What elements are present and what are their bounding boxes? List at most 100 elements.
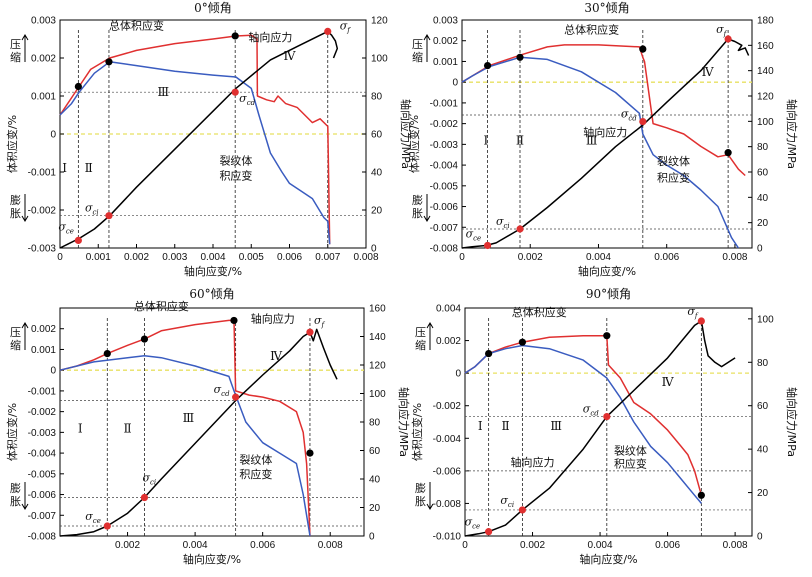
yr-tick-label: 60 xyxy=(757,168,769,179)
yl-tick-label: -0.002 xyxy=(433,401,462,412)
sigma-label: σcd xyxy=(239,92,255,107)
point-marker-red xyxy=(324,27,332,35)
point-marker-red xyxy=(518,506,527,514)
yr-tick-label: 40 xyxy=(369,475,381,486)
point-marker-red xyxy=(483,241,492,250)
yl-tick-label: 0.002 xyxy=(31,54,56,65)
sigma-label: σcd xyxy=(621,108,637,123)
point-marker-red xyxy=(603,412,611,421)
point-marker-black xyxy=(485,350,493,358)
stage-label: Ⅱ xyxy=(501,419,509,433)
x-tick-label: 0.004 xyxy=(200,252,225,263)
series-line-1 xyxy=(59,34,331,245)
x-axis-label: 轴向应变/% xyxy=(579,552,637,566)
yl-tick-label: 0 xyxy=(50,130,56,141)
yl-tick-label: -0.010 xyxy=(433,532,462,543)
point-marker-black xyxy=(230,316,238,325)
point-marker-red xyxy=(232,393,240,401)
yl-tick-label: 0.001 xyxy=(31,92,56,103)
yl-tick-label: 0.004 xyxy=(436,304,461,315)
stage-label: Ⅱ xyxy=(123,421,131,435)
dilate-label: 膨 xyxy=(10,481,21,495)
curve-annotation: 积应变 xyxy=(239,467,272,481)
y-axis-label-left: 体积应变/% xyxy=(407,115,421,173)
yl-tick-label: -0.001 xyxy=(28,168,57,179)
curve-annotation: 轴向应力 xyxy=(248,30,292,44)
x-tick-label: 0.002 xyxy=(520,540,545,551)
yl-tick-label: -0.006 xyxy=(433,466,462,477)
yl-tick-label: -0.007 xyxy=(430,223,459,234)
yl-tick-label: -0.004 xyxy=(28,449,57,460)
yl-tick-label: -0.002 xyxy=(430,119,459,130)
curve-annotation: 裂纹体 xyxy=(614,444,647,458)
compress-arrow-head xyxy=(21,322,29,329)
stage-label: Ⅲ xyxy=(157,85,169,99)
point-marker-black xyxy=(603,332,611,340)
yl-tick-label: -0.006 xyxy=(430,202,459,213)
point-marker-black xyxy=(483,62,492,70)
x-tick-label: 0.004 xyxy=(586,252,611,263)
point-marker-red xyxy=(639,117,647,126)
yr-tick-label: 100 xyxy=(757,117,774,128)
x-axis-label: 轴向应变/% xyxy=(183,552,241,566)
point-marker-red xyxy=(724,35,732,43)
sigma-label: σce xyxy=(58,220,74,235)
point-marker-red xyxy=(231,88,239,96)
panel-title: 90°倾角 xyxy=(586,287,631,301)
point-marker-black xyxy=(231,32,239,40)
yr-tick-label: 40 xyxy=(371,168,383,179)
x-tick-label: 0 xyxy=(462,540,468,551)
dilate-label: 胀 xyxy=(412,207,423,220)
yr-tick-label: 140 xyxy=(757,66,774,77)
dilate-label: 膨 xyxy=(10,193,21,207)
stage-label: Ⅲ xyxy=(586,133,598,147)
sigma-label: σci xyxy=(85,202,99,217)
y-axis-label-right: 轴向应力/MPa xyxy=(785,99,799,169)
sigma-label: σci xyxy=(500,494,514,509)
plot-frame xyxy=(461,19,753,249)
curve-annotation: 积应变 xyxy=(219,169,252,183)
point-marker-red xyxy=(74,236,82,244)
point-marker-black xyxy=(697,491,705,499)
series-line-1 xyxy=(461,44,746,177)
point-marker-red xyxy=(485,528,493,536)
y-axis-label-left: 体积应变/% xyxy=(410,403,424,461)
panel-title: 0°倾角 xyxy=(194,1,232,15)
yr-tick-label: 60 xyxy=(369,446,381,457)
yl-tick-label: -0.002 xyxy=(28,407,57,418)
yr-tick-label: 40 xyxy=(757,445,769,456)
compress-arrow-head xyxy=(423,34,431,41)
series-line-2 xyxy=(59,61,331,245)
sigma-label: σce xyxy=(466,227,482,242)
yr-tick-label: 80 xyxy=(371,92,383,103)
stage-label: Ⅰ xyxy=(484,133,489,147)
yl-tick-label: -0.001 xyxy=(28,386,57,397)
yr-tick-label: 100 xyxy=(369,389,386,400)
stage-label: Ⅰ xyxy=(78,421,83,435)
sigma-label: σf xyxy=(340,19,352,34)
compress-label: 压 xyxy=(10,38,21,51)
x-axis-label: 轴向应变/% xyxy=(578,264,636,278)
dilate-arrow-head xyxy=(21,215,29,222)
point-marker-black xyxy=(724,149,732,157)
curve-annotation: 轴向应力 xyxy=(511,455,555,469)
point-marker-black xyxy=(306,449,314,457)
dilate-arrow-head xyxy=(423,215,431,222)
sigma-label: σcd xyxy=(214,383,230,398)
x-tick-label: 0.006 xyxy=(654,252,679,263)
series-line-2 xyxy=(464,344,702,504)
series-line-3 xyxy=(59,30,339,249)
yl-tick-label: 0.002 xyxy=(436,336,461,347)
y-axis-label-left: 体积应变/% xyxy=(5,403,19,461)
yl-tick-label: -0.001 xyxy=(430,98,459,109)
yl-tick-label: 0.003 xyxy=(433,16,458,27)
curve-annotation: 轴向应力 xyxy=(583,125,627,139)
yr-tick-label: 80 xyxy=(757,142,769,153)
stage-label: Ⅱ xyxy=(85,161,93,175)
stage-label: Ⅳ xyxy=(702,65,715,79)
stage-label: Ⅳ xyxy=(662,375,675,389)
x-tick-label: 0.002 xyxy=(124,252,149,263)
panel-2: 30°倾角 0 0.002 0.004 0.006 0.008 -0.008 -0.007 -0… xyxy=(407,1,799,278)
curve-annotation: 裂纹体 xyxy=(657,154,690,168)
